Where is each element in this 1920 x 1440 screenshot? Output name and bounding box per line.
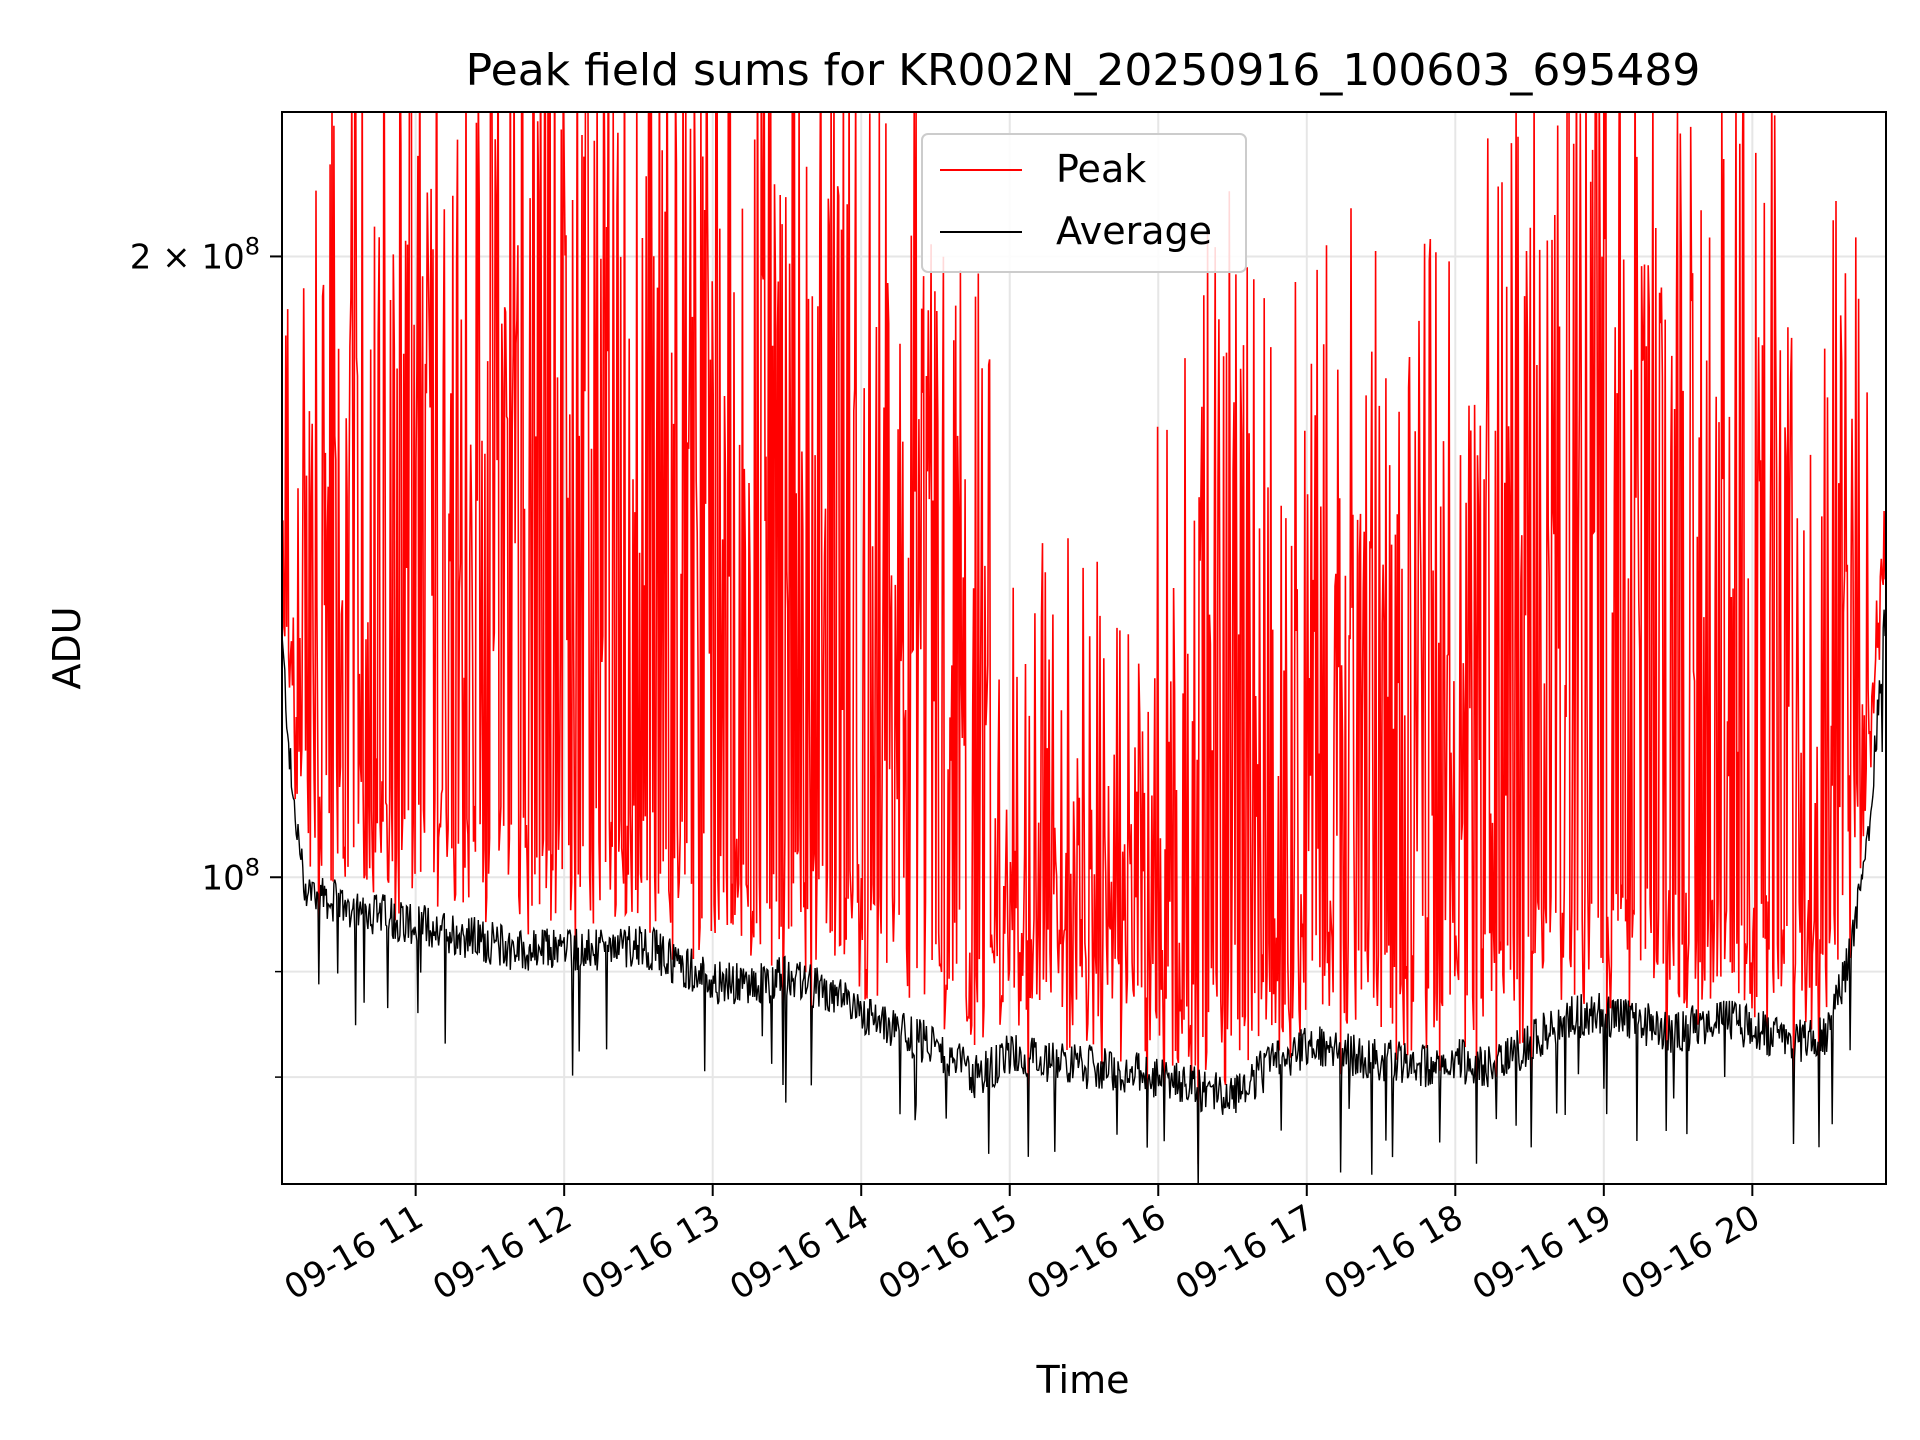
legend-label-peak: Peak — [1056, 147, 1146, 191]
chart-title: Peak field sums for KR002N_20250916_1006… — [466, 45, 1701, 96]
series-layer — [282, 112, 1886, 1184]
legend: Peak Average — [921, 133, 1247, 273]
series-line-peak — [282, 112, 1886, 1165]
series-line-average — [282, 602, 1886, 1184]
legend-label-average: Average — [1056, 209, 1212, 253]
x-axis-label: Time — [1036, 1358, 1130, 1402]
plot-frame — [281, 111, 1887, 1185]
y-axis: 108 2 × 108 — [130, 232, 282, 1078]
y-tick-label: 108 — [201, 853, 260, 898]
y-axis-label: ADU — [45, 606, 89, 689]
legend-box — [921, 133, 1247, 273]
y-tick-label: 2 × 108 — [130, 232, 260, 277]
